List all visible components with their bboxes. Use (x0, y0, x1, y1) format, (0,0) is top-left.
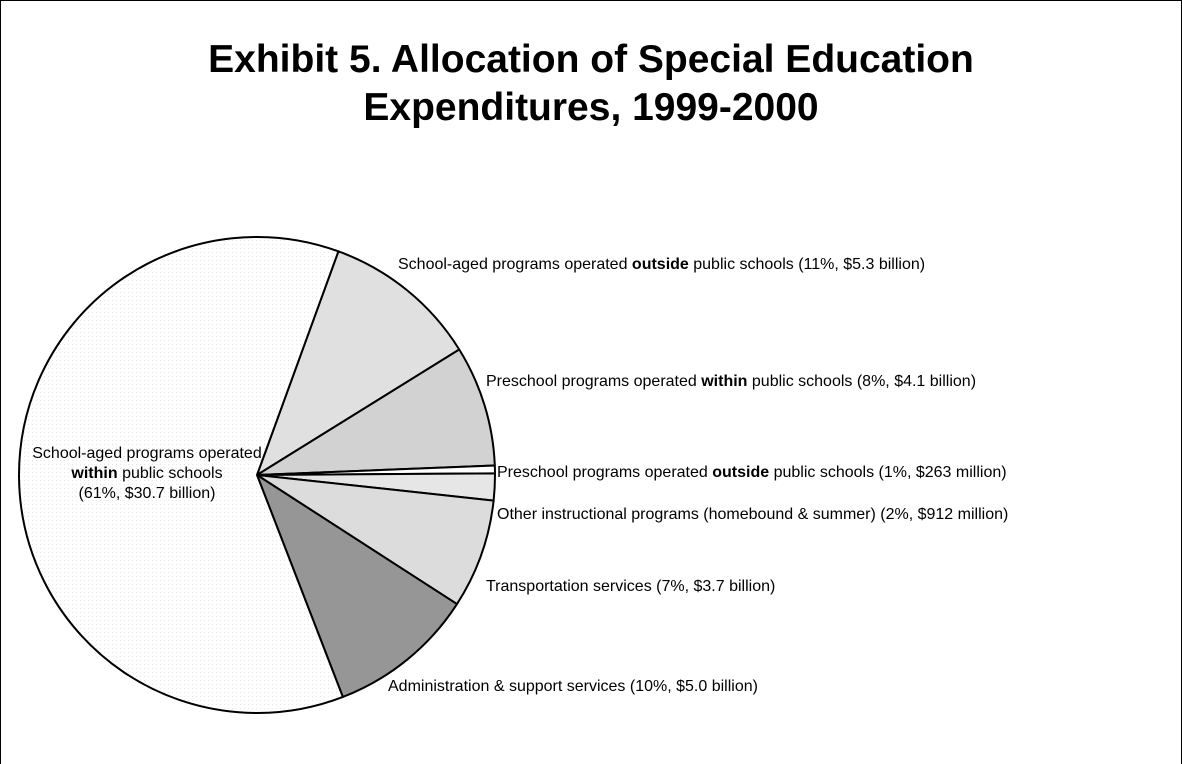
pie-slice-6 (18, 236, 344, 714)
chart-title-line-1: Exhibit 5. Allocation of Special Educati… (208, 38, 974, 81)
slice-label-1: Preschool programs operated within publi… (486, 373, 977, 390)
chart-title: Exhibit 5. Allocation of Special Educati… (0, 36, 1182, 132)
pie-slice-5 (256, 474, 458, 698)
chart-title-line-2: Expenditures, 1999-2000 (363, 86, 819, 129)
pie-slice-4 (256, 474, 495, 606)
pie-slice-0 (256, 250, 461, 476)
slice-label-4: Transportation services (7%, $3.7 billio… (486, 578, 776, 595)
pie-slices (18, 236, 496, 714)
pie-slice-1 (256, 348, 496, 476)
slice-label-5: Administration & support services (10%, … (388, 678, 758, 695)
slice-label-6: School-aged programs operated within pub… (32, 445, 262, 502)
slice-label-2: Preschool programs operated outside publ… (497, 464, 1007, 481)
slice-label-3: Other instructional programs (homebound … (497, 506, 1009, 523)
slice-label-0: School-aged programs operated outside pu… (398, 256, 926, 273)
